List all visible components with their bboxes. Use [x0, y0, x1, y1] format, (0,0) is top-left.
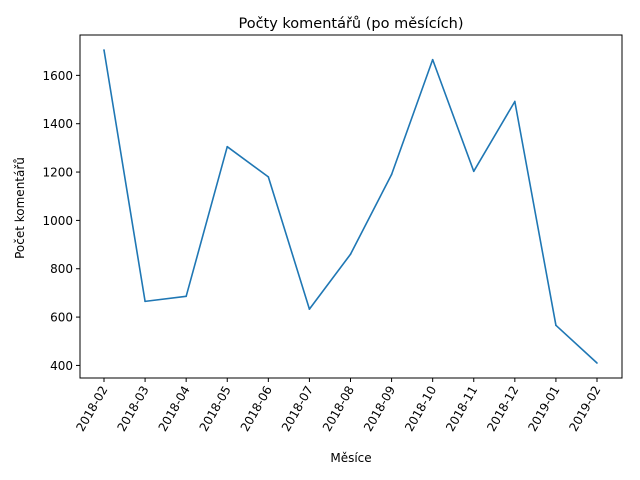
data-point-2018-12: [514, 100, 516, 103]
plot-area-frame: [79, 34, 623, 379]
data-point-2018-06: [267, 176, 270, 178]
series-line: [103, 49, 598, 364]
data-point-2018-11: [472, 170, 475, 173]
x-tick-label: 2018-07: [279, 384, 316, 434]
y-axis: 400 600 800 1000 1200 1400 1600: [42, 69, 80, 373]
x-tick-label: 2018-06: [238, 384, 275, 434]
data-point-2019-01: [555, 324, 557, 327]
data-point-2018-08: [349, 253, 352, 256]
x-tick-label: 2018-11: [443, 384, 480, 434]
x-tick-label: 2018-04: [156, 384, 193, 434]
x-tick-label: 2018-09: [361, 384, 398, 434]
x-tick-label: 2018-05: [197, 384, 234, 434]
x-tick-label: 2018-02: [73, 384, 110, 434]
x-tick-label: 2018-10: [402, 384, 439, 434]
y-tick-label: 600: [50, 311, 73, 325]
y-tick-label: 400: [50, 359, 73, 373]
data-point-2019-02: [596, 362, 598, 364]
y-tick-label: 1000: [42, 214, 73, 228]
y-axis-title: Počet komentářů: [13, 157, 27, 259]
x-axis-title: Měsíce: [330, 451, 371, 465]
data-point-2018-10: [431, 58, 434, 61]
data-point-2018-03: [144, 300, 146, 303]
x-tick-label: 2019-02: [566, 384, 603, 434]
data-point-2018-02: [103, 49, 105, 51]
data-point-2018-04: [185, 295, 187, 298]
data-point-2018-07: [308, 308, 311, 310]
series-points: [103, 49, 598, 364]
x-tick-label: 2018-12: [484, 384, 521, 434]
y-tick-label: 1600: [42, 69, 73, 83]
x-axis: 2018-02 2018-03 2018-04 2018-05 2018-06 2018-…: [73, 378, 604, 434]
x-tick-label: 2018-08: [320, 384, 357, 434]
y-tick-label: 1200: [42, 166, 73, 180]
y-tick-label: 800: [50, 262, 73, 276]
y-tick-label: 1400: [42, 117, 73, 131]
data-point-2018-05: [226, 145, 229, 148]
data-point-2018-09: [390, 173, 393, 176]
chart-title: Počty komentářů (po měsících): [238, 16, 463, 32]
x-tick-label: 2018-03: [114, 384, 151, 434]
x-tick-label: 2019-01: [525, 384, 562, 434]
